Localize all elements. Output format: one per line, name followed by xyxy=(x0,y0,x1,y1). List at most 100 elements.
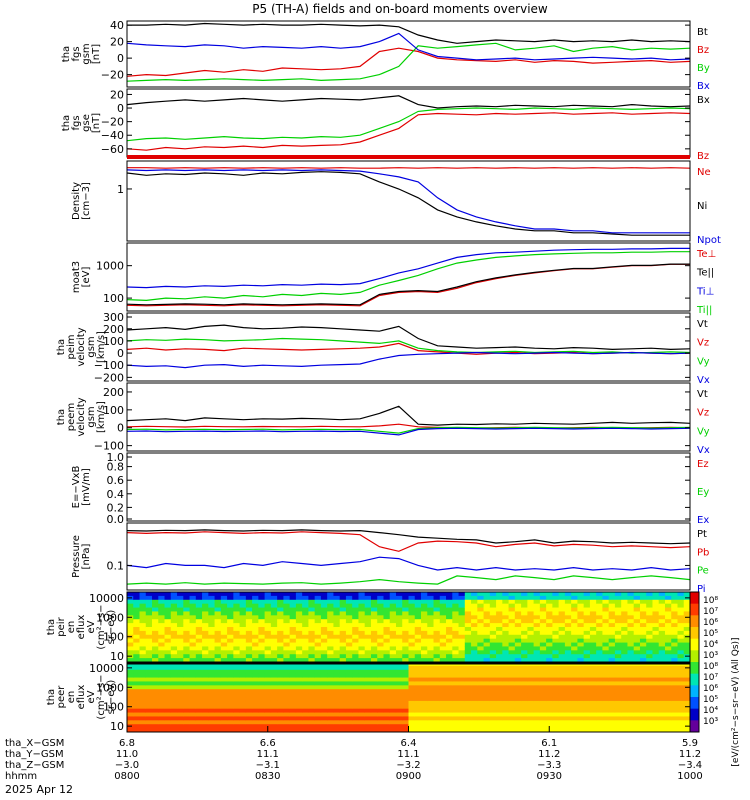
spectrogram-cell xyxy=(395,650,403,655)
spectrogram-cell xyxy=(233,603,240,608)
spectrogram-cell xyxy=(464,611,472,616)
spectrogram-cell xyxy=(596,630,603,636)
spectrogram-cell xyxy=(283,650,291,655)
spectrogram-cell xyxy=(496,693,503,698)
spectrogram-cell xyxy=(596,681,603,686)
x-tick-label: 0800 xyxy=(114,771,139,782)
spectrogram-cell xyxy=(558,665,566,671)
spectrogram-cell xyxy=(658,697,666,702)
spectrogram-cell xyxy=(546,658,553,663)
spectrogram-cell xyxy=(471,689,478,694)
spectrogram-cell xyxy=(145,638,153,643)
spectrogram-cell xyxy=(245,685,253,690)
spectrogram-cell xyxy=(339,623,347,628)
spectrogram-cell xyxy=(571,603,578,608)
spectrogram-cell xyxy=(252,603,259,608)
spectrogram-cell xyxy=(502,681,509,686)
spectrogram-cell xyxy=(446,697,453,702)
y-axis-label: gsm xyxy=(86,406,97,427)
legend-entry-Ti⊥: Ti⊥ xyxy=(696,286,714,297)
spectrogram-cell xyxy=(477,669,484,675)
spectrogram-cell xyxy=(477,673,484,678)
spectrogram-cell xyxy=(139,673,147,678)
spectrogram-cell xyxy=(533,642,541,647)
x-tick-label: 6.4 xyxy=(401,738,417,749)
spectrogram-cell xyxy=(571,685,578,690)
spectrogram-cell xyxy=(496,627,503,632)
spectrogram-cell xyxy=(139,630,147,636)
spectrogram-cell xyxy=(439,708,447,713)
spectrogram-cell xyxy=(571,607,578,612)
spectrogram-cell xyxy=(377,669,384,675)
spectrogram-cell xyxy=(546,685,553,690)
spectrogram-cell xyxy=(158,724,165,729)
spectrogram-cell xyxy=(558,689,566,694)
spectrogram-cell xyxy=(639,658,647,663)
spectrogram-cell xyxy=(527,685,535,690)
y-tick-label: 100 xyxy=(103,701,124,714)
spectrogram-cell xyxy=(308,724,316,729)
spectrogram-cell xyxy=(533,681,541,686)
spectrogram-cell xyxy=(564,665,572,671)
spectrogram-cell xyxy=(546,646,553,651)
spectrogram-cell xyxy=(652,611,660,616)
spectrogram-cell xyxy=(252,724,259,729)
spectrogram-cell xyxy=(227,638,234,643)
spectrogram-cell xyxy=(352,708,359,713)
spectrogram-cell xyxy=(195,685,203,690)
spectrogram-cell xyxy=(164,669,172,675)
spectrogram-cell xyxy=(496,669,503,675)
spectrogram-cell xyxy=(339,592,347,597)
spectrogram-cell xyxy=(333,689,341,694)
legend-entry-Bt: Bt xyxy=(697,27,708,38)
spectrogram-cell xyxy=(564,697,572,702)
spectrogram-cell xyxy=(252,592,259,597)
spectrogram-cell xyxy=(471,611,478,616)
spectrogram-cell xyxy=(333,720,341,725)
y-axis-label: tha xyxy=(56,409,67,425)
spectrogram-cell xyxy=(133,619,140,624)
spectrogram-cell xyxy=(189,630,197,636)
spectrogram-cell xyxy=(314,681,322,686)
spectrogram-cell xyxy=(433,681,441,686)
spectrogram-cell xyxy=(177,627,184,632)
spectrogram-cell xyxy=(158,681,165,686)
spectrogram-cell xyxy=(602,712,610,717)
spectrogram-cell xyxy=(402,681,409,686)
spectrogram-cell xyxy=(152,611,159,616)
spectrogram-cell xyxy=(452,669,459,675)
spectrogram-cell xyxy=(327,658,334,663)
spectrogram-cell xyxy=(577,704,585,710)
spectrogram-cell xyxy=(220,665,228,671)
spectrogram-cell xyxy=(583,592,591,597)
spectrogram-cell xyxy=(508,685,516,690)
spectrogram-cell xyxy=(539,642,547,647)
spectrogram-cell xyxy=(571,619,578,624)
spectrogram-cell xyxy=(252,677,259,682)
spectrogram-cell xyxy=(233,689,240,694)
spectrogram-cell xyxy=(489,654,497,659)
spectrogram-cell xyxy=(671,708,678,713)
spectrogram-cell xyxy=(677,724,685,729)
spectrogram-cell xyxy=(514,611,522,616)
spectrogram-cell xyxy=(139,677,147,682)
spectrogram-cell xyxy=(208,611,215,616)
y-axis-label: velocity xyxy=(76,397,87,436)
spectrogram-cell xyxy=(145,595,153,601)
spectrogram-cell xyxy=(333,716,341,721)
spectrogram-cell xyxy=(496,689,503,694)
spectrogram-cell xyxy=(421,700,428,706)
spectrogram-cell xyxy=(421,599,428,605)
spectrogram-cell xyxy=(220,615,228,620)
spectrogram-cell xyxy=(433,627,441,632)
spectrogram-cell xyxy=(327,673,334,678)
y-axis-label: [km/s] xyxy=(96,331,107,363)
spectrogram-cell xyxy=(358,689,366,694)
spectrogram-cell xyxy=(152,623,159,628)
spectrogram-cell xyxy=(158,654,165,659)
spectrogram-cell xyxy=(152,697,159,702)
spectrogram-cell xyxy=(671,638,678,643)
spectrogram-cell xyxy=(183,611,190,616)
spectrogram-cell xyxy=(308,673,316,678)
spectrogram-cell xyxy=(414,615,422,620)
